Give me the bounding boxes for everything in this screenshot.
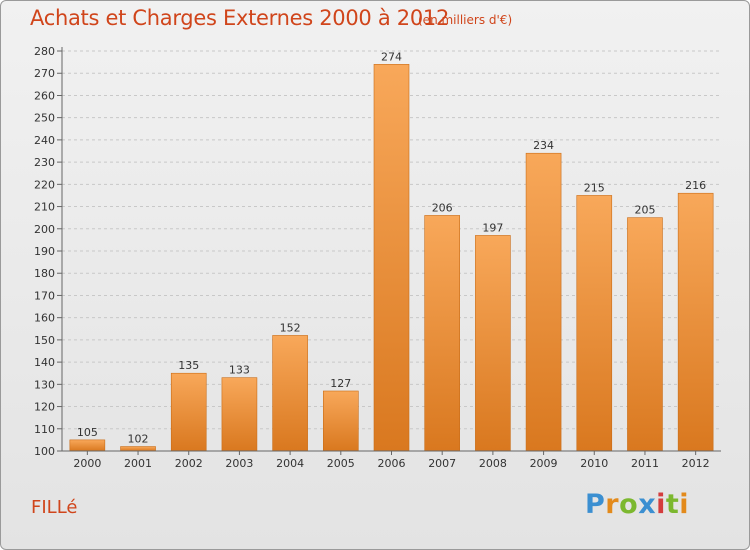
x-tick-label: 2007 xyxy=(428,457,456,470)
bar-2002 xyxy=(170,372,207,452)
bars: 105 102 135 133 152 127 274 206 197 234 215 205 216 xyxy=(69,50,714,452)
x-tick-label: 2009 xyxy=(530,457,558,470)
data-label-2009: 234 xyxy=(533,139,554,152)
y-tick-label: 240 xyxy=(34,134,55,147)
x-tick-label: 2003 xyxy=(225,457,253,470)
logo-letter: P xyxy=(585,489,606,520)
chart-subtitle: (en milliers d'€) xyxy=(418,13,513,27)
data-label-2001: 102 xyxy=(128,433,149,446)
x-tick-label: 2011 xyxy=(631,457,659,470)
y-tick-label: 180 xyxy=(34,267,55,280)
bar-2004 xyxy=(272,335,308,452)
y-tick-label: 100 xyxy=(34,445,55,458)
y-tick-label: 250 xyxy=(34,112,55,125)
logo-letter: o xyxy=(619,489,639,520)
bar-2009 xyxy=(525,152,562,452)
bar-2011 xyxy=(627,217,663,452)
x-tick-label: 2005 xyxy=(327,457,355,470)
bar-2010 xyxy=(576,195,613,452)
bar-2000 xyxy=(69,439,106,452)
bar-2007 xyxy=(424,215,460,452)
data-label-2012: 216 xyxy=(685,179,706,192)
y-tick-label: 120 xyxy=(34,401,55,414)
x-tick-label: 2002 xyxy=(175,457,203,470)
x-tick-label: 2001 xyxy=(124,457,152,470)
x-tick-label: 2008 xyxy=(479,457,507,470)
chart-title: Achats et Charges Externes 2000 à 2012 xyxy=(30,6,450,30)
data-label-2002: 135 xyxy=(178,359,199,372)
y-tick-label: 160 xyxy=(34,312,55,325)
y-tick-label: 220 xyxy=(34,178,55,191)
data-label-2006: 274 xyxy=(381,50,402,63)
logo-letter: i xyxy=(656,489,666,520)
commune-name: FILLé xyxy=(31,497,78,518)
y-tick-label: 140 xyxy=(34,356,55,369)
x-tick-label: 2006 xyxy=(378,457,406,470)
data-label-2003: 133 xyxy=(229,364,250,377)
data-label-2007: 206 xyxy=(432,201,453,214)
y-tick-label: 230 xyxy=(34,156,55,169)
axes: 100 110 120 130 140 150 160 170 180 190 200 210 220 2… xyxy=(34,45,721,470)
logo-letter: x xyxy=(638,489,657,520)
y-tick-label: 200 xyxy=(34,223,55,236)
y-tick-label: 210 xyxy=(34,201,55,214)
bar-2001 xyxy=(120,446,156,452)
x-tick-label: 2004 xyxy=(276,457,304,470)
bar-2003 xyxy=(221,377,258,452)
data-label-2005: 127 xyxy=(330,377,351,390)
data-label-2008: 197 xyxy=(482,221,503,234)
bar-2012 xyxy=(677,192,714,452)
bar-2005 xyxy=(323,390,359,452)
y-tick-label: 170 xyxy=(34,289,55,302)
data-label-2011: 205 xyxy=(634,204,655,217)
x-tick-label: 2012 xyxy=(682,457,710,470)
data-label-2004: 152 xyxy=(280,321,301,334)
logo-letter: t xyxy=(665,489,680,520)
y-tick-label: 260 xyxy=(34,89,55,102)
bar-2008 xyxy=(475,235,511,452)
y-tick-label: 190 xyxy=(34,245,55,258)
bar-2006 xyxy=(373,64,410,452)
data-label-2010: 215 xyxy=(584,181,605,194)
y-tick-label: 280 xyxy=(34,45,55,58)
proxiti-logo[interactable]: Proxiti xyxy=(585,489,689,520)
data-label-2000: 105 xyxy=(77,426,98,439)
y-tick-label: 150 xyxy=(34,334,55,347)
x-tick-label: 2010 xyxy=(580,457,608,470)
x-tick-label: 2000 xyxy=(73,457,101,470)
y-tick-label: 270 xyxy=(34,67,55,80)
logo-letter: r xyxy=(605,489,620,520)
logo-letter: i xyxy=(679,489,690,520)
y-tick-label: 130 xyxy=(34,378,55,391)
y-tick-label: 110 xyxy=(34,423,55,436)
